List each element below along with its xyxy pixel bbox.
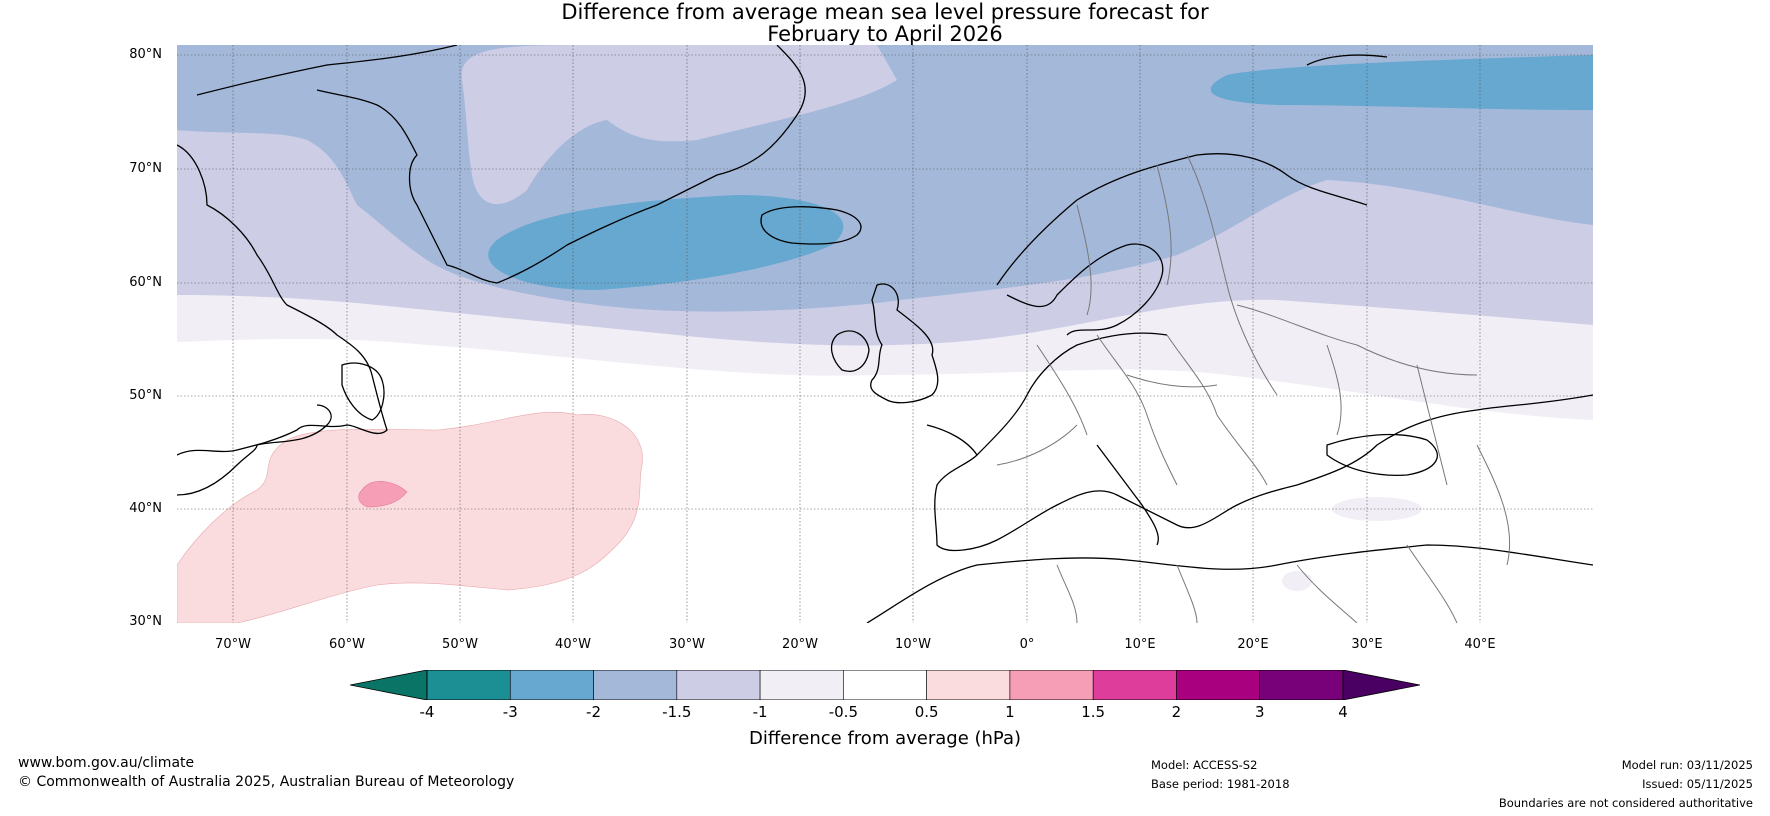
- lon-label-10w: 10°W: [895, 637, 931, 652]
- colorbar-tick-label: 1.5: [1081, 703, 1106, 721]
- lon-label-60w: 60°W: [329, 637, 365, 652]
- anomaly-region-minus-2-svalbard: [1210, 55, 1593, 110]
- coast-norway: [996, 153, 1368, 286]
- colorbar-tick-label: 0.5: [914, 703, 939, 721]
- coast-western-europe: [926, 394, 1593, 552]
- colorbar-under-triangle: [350, 670, 428, 700]
- colorbar-segment: [676, 670, 761, 700]
- colorbar-segment: [926, 670, 1011, 700]
- lon-label-10e: 10°E: [1124, 637, 1156, 652]
- coast-africa: [866, 544, 1593, 623]
- colorbar-segment: [593, 670, 678, 700]
- colorbar-tick-label: -4: [419, 703, 435, 721]
- lon-label-30w: 30°W: [669, 637, 705, 652]
- colorbar-segments: [426, 670, 1344, 700]
- map-title-line-2: February to April 2026: [767, 22, 1003, 46]
- lat-label-50n: 50°N: [129, 388, 162, 403]
- anomaly-patch-crete: [1282, 571, 1312, 591]
- coast-italy: [1096, 444, 1159, 546]
- anomaly-patch-east-med: [1332, 497, 1422, 521]
- footer-model-run: Model run: 03/11/2025: [1621, 758, 1753, 772]
- coast-newfoundland: [341, 362, 385, 421]
- coast-us-east: [177, 444, 258, 496]
- anomaly-region-minus-1-tongue: [461, 45, 897, 205]
- lat-label-80n: 80°N: [129, 47, 162, 62]
- colorbar-tick-label: 4: [1338, 703, 1348, 721]
- coastlines: [177, 45, 1593, 623]
- footer-model: Model: ACCESS-S2: [1151, 758, 1258, 772]
- coast-north-sea: [976, 332, 1168, 456]
- lon-label-20w: 20°W: [782, 637, 818, 652]
- colorbar-segment: [1009, 670, 1094, 700]
- pressure-anomaly-map: [177, 45, 1593, 623]
- coast-iceland: [760, 206, 862, 245]
- lat-label-60n: 60°N: [129, 275, 162, 290]
- colorbar-tick-label: -1: [752, 703, 768, 721]
- colorbar-tick-label: 2: [1171, 703, 1182, 721]
- colorbar-tick-label: -3: [502, 703, 518, 721]
- lon-label-40e: 40°E: [1464, 637, 1496, 652]
- coast-greenland: [196, 45, 806, 284]
- anomaly-region-plus-0.5: [177, 412, 643, 623]
- colorbar-segment: [509, 670, 594, 700]
- colorbar-tick-label: 1: [1005, 703, 1015, 721]
- lat-label-40n: 40°N: [129, 501, 162, 516]
- footer-disclaimer: Boundaries are not considered authoritat…: [1498, 796, 1753, 810]
- footer-website[interactable]: www.bom.gov.au/climate: [18, 755, 195, 771]
- lat-label-30n: 30°N: [129, 614, 162, 629]
- footer-base-period: Base period: 1981-2018: [1151, 777, 1290, 791]
- colorbar: [350, 670, 1420, 700]
- map-title-line-1: Difference from average mean sea level p…: [561, 0, 1209, 24]
- coast-black-sea: [1326, 433, 1439, 476]
- colorbar-segment: [1259, 670, 1344, 700]
- lon-label-0: 0°: [1019, 637, 1035, 652]
- lat-label-70n: 70°N: [129, 161, 162, 176]
- colorbar-tick-label: -2: [586, 703, 602, 721]
- colorbar-over-triangle: [1342, 670, 1420, 700]
- coast-sweden-baltic: [1006, 243, 1164, 336]
- coast-nova-scotia: [256, 404, 332, 446]
- lon-label-30e: 30°E: [1351, 637, 1383, 652]
- colorbar-tick-label: 3: [1254, 703, 1265, 721]
- coast-ireland: [830, 330, 870, 372]
- footer-issued: Issued: 05/11/2025: [1642, 777, 1753, 791]
- anomaly-region-plus-1: [358, 481, 408, 508]
- colorbar-tick-label: -0.5: [828, 703, 858, 721]
- lon-label-40w: 40°W: [555, 637, 591, 652]
- colorbar-segment: [759, 670, 844, 700]
- colorbar-segment: [1176, 670, 1261, 700]
- country-borders: [996, 154, 1511, 623]
- lon-label-70w: 70°W: [215, 637, 251, 652]
- anomaly-region-minus-2-iceland: [488, 195, 844, 290]
- footer-copyright: © Commonwealth of Australia 2025, Austra…: [18, 774, 515, 790]
- colorbar-label: Difference from average (hPa): [748, 728, 1022, 749]
- colorbar-segment: [843, 670, 927, 700]
- colorbar-segment: [1092, 670, 1177, 700]
- coast-great-britain: [870, 283, 939, 404]
- colorbar-frame: [426, 670, 1344, 700]
- colorbar-segment: [426, 670, 511, 700]
- coast-labrador: [177, 144, 388, 456]
- lon-label-50w: 50°W: [442, 637, 478, 652]
- coast-svalbard: [1306, 54, 1388, 66]
- lon-label-20e: 20°E: [1237, 637, 1269, 652]
- colorbar-tick-label: -1.5: [662, 703, 692, 721]
